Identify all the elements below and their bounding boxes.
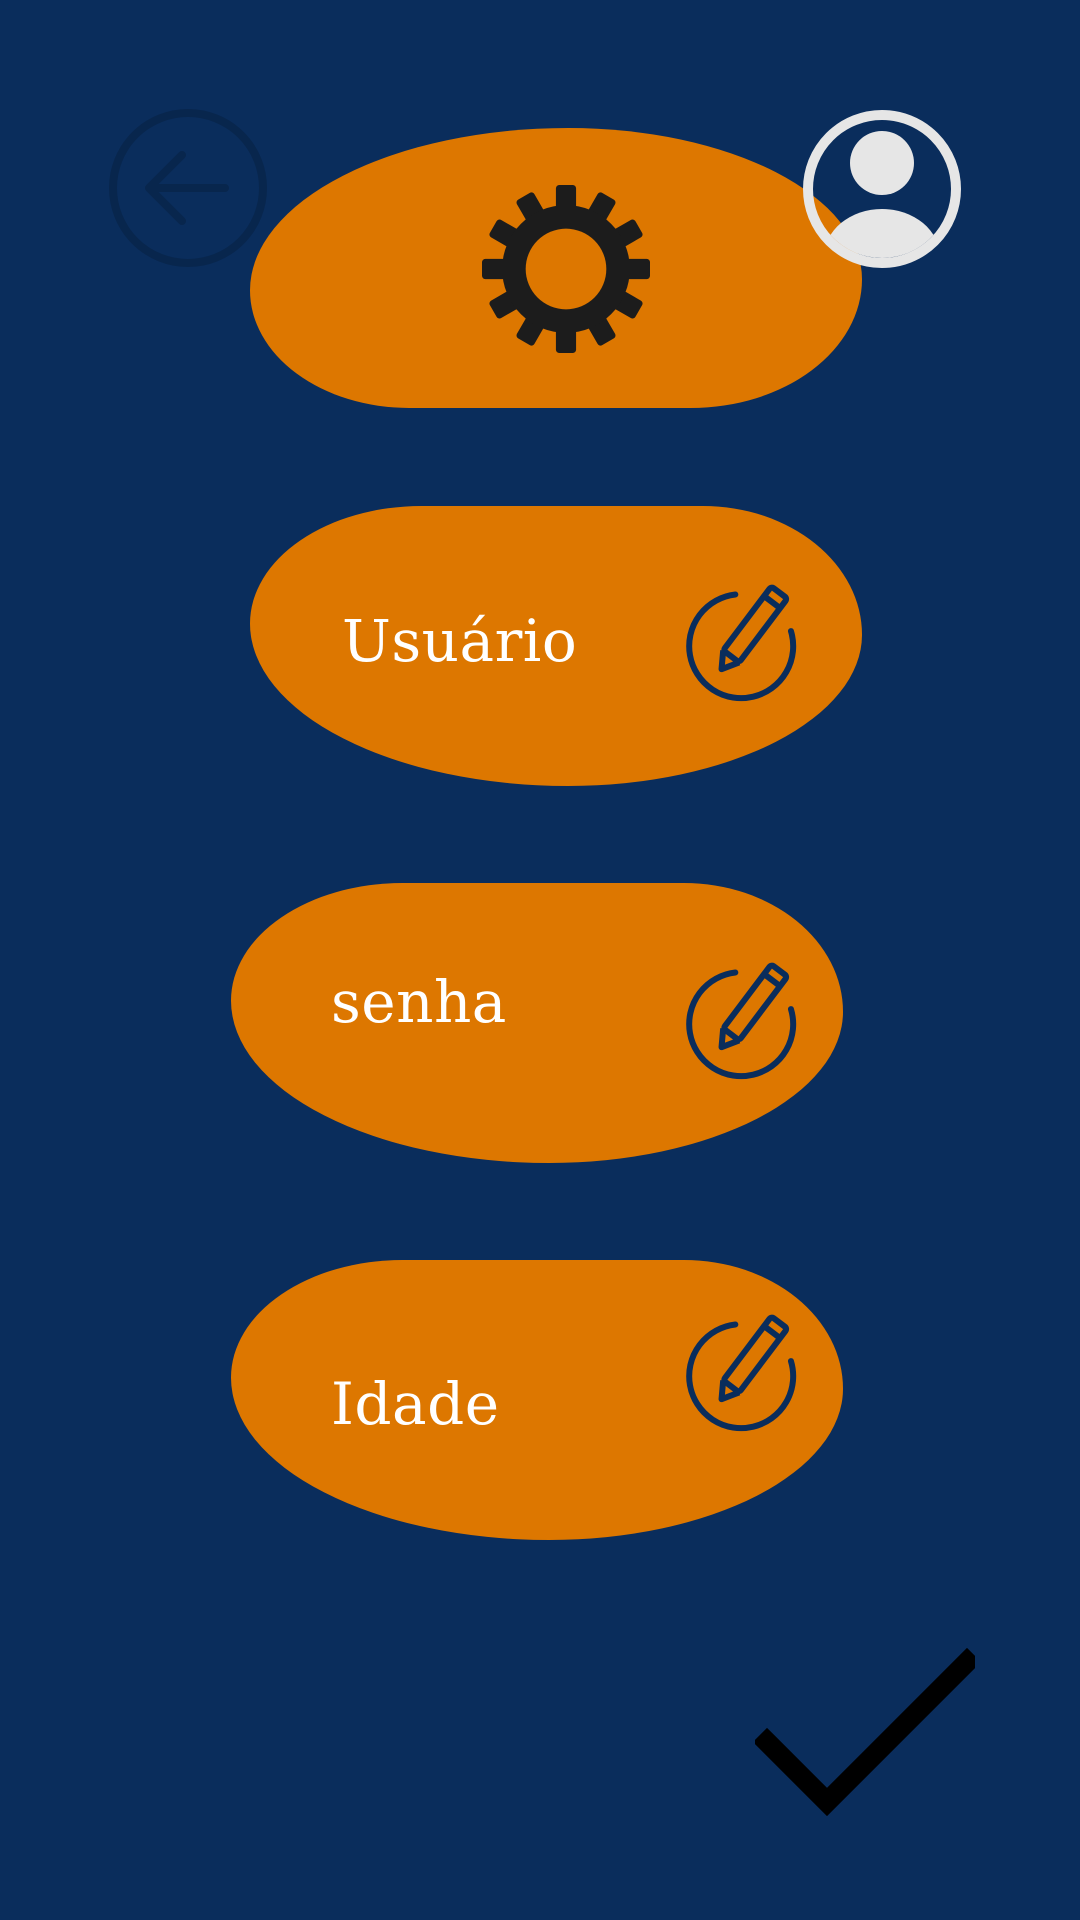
user-icon — [803, 110, 961, 268]
edit-password-button[interactable] — [680, 958, 804, 1082]
back-button[interactable] — [107, 107, 269, 269]
field-card-user — [250, 506, 862, 786]
age-label: Idade — [331, 1370, 500, 1438]
edit-user-button[interactable] — [680, 580, 804, 704]
arrow-left-icon — [109, 109, 267, 267]
password-label: senha — [331, 968, 507, 1036]
field-card-age — [231, 1260, 843, 1540]
user-label: Usuário — [342, 607, 578, 675]
edit-pencil-icon — [686, 1314, 797, 1432]
edit-pencil-icon — [686, 584, 797, 702]
gear-icon — [482, 185, 650, 353]
field-card-password — [231, 883, 843, 1163]
profile-button[interactable] — [800, 107, 964, 271]
edit-pencil-icon — [686, 962, 797, 1080]
edit-age-button[interactable] — [680, 1310, 804, 1434]
checkmark-icon — [755, 1648, 975, 1816]
confirm-button[interactable] — [755, 1648, 975, 1816]
